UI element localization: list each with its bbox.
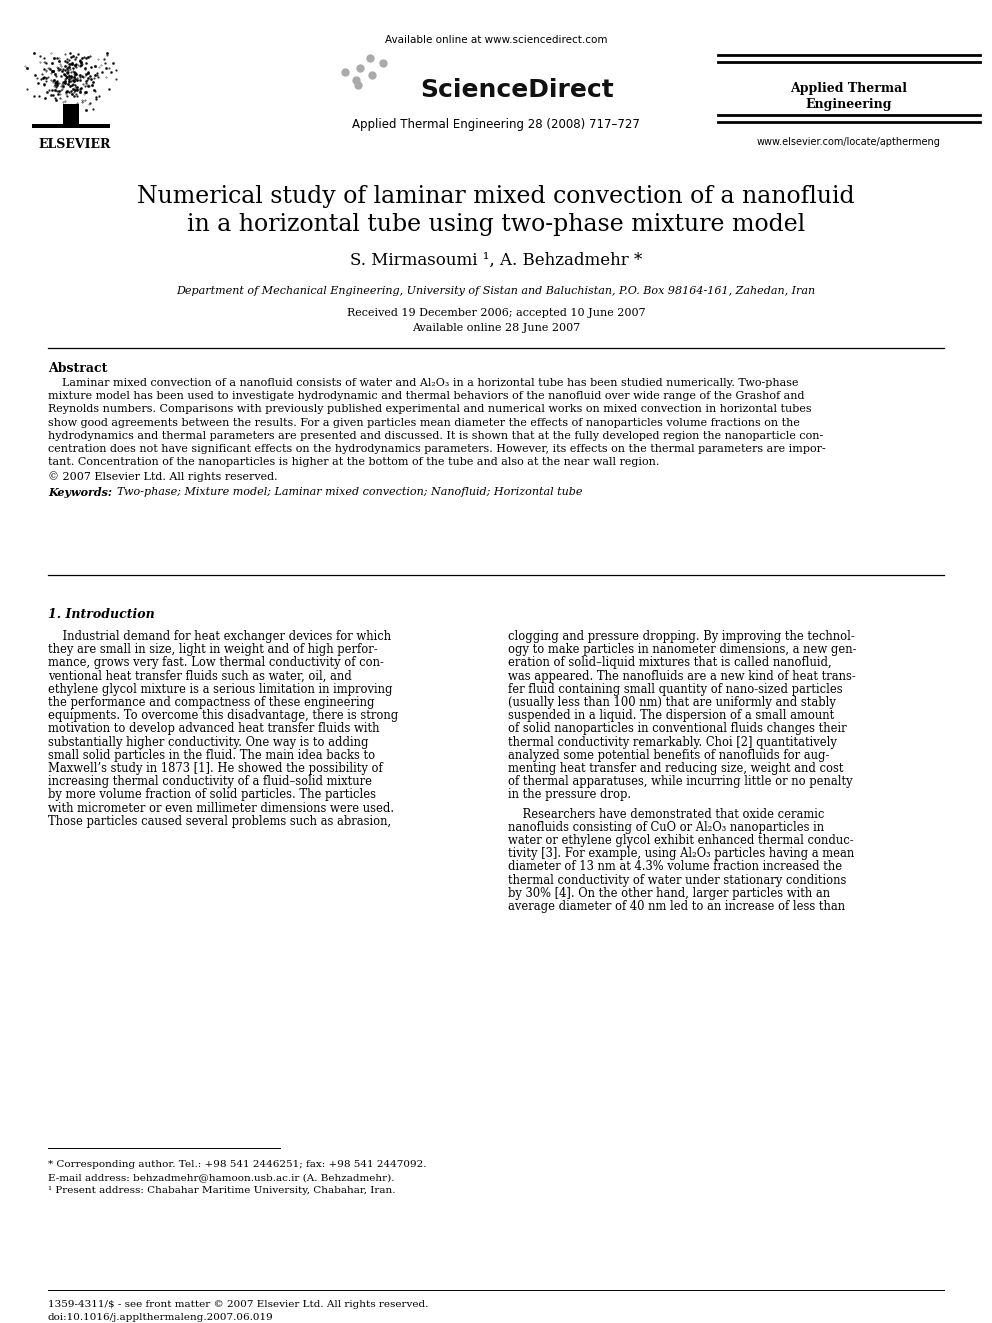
Text: S. Mirmasoumi ¹, A. Behzadmehr *: S. Mirmasoumi ¹, A. Behzadmehr * [350,251,642,269]
Text: (usually less than 100 nm) that are uniformly and stably: (usually less than 100 nm) that are unif… [508,696,836,709]
Text: equipments. To overcome this disadvantage, there is strong: equipments. To overcome this disadvantag… [48,709,398,722]
Text: tivity [3]. For example, using Al₂O₃ particles having a mean: tivity [3]. For example, using Al₂O₃ par… [508,847,854,860]
Text: Laminar mixed convection of a nanofluid consists of water and Al₂O₃ in a horizon: Laminar mixed convection of a nanofluid … [48,378,799,388]
Text: Maxwell’s study in 1873 [1]. He showed the possibility of: Maxwell’s study in 1873 [1]. He showed t… [48,762,383,775]
Text: motivation to develop advanced heat transfer fluids with: motivation to develop advanced heat tran… [48,722,380,736]
Text: mixture model has been used to investigate hydrodynamic and thermal behaviors of: mixture model has been used to investiga… [48,392,805,401]
Text: Available online 28 June 2007: Available online 28 June 2007 [412,323,580,333]
Text: show good agreements between the results. For a given particles mean diameter th: show good agreements between the results… [48,418,800,427]
Text: © 2007 Elsevier Ltd. All rights reserved.: © 2007 Elsevier Ltd. All rights reserved… [48,471,278,482]
Text: by 30% [4]. On the other hand, larger particles with an: by 30% [4]. On the other hand, larger pa… [508,886,830,900]
Bar [63,103,78,126]
Text: Engineering: Engineering [806,98,892,111]
Text: mance, grows very fast. Low thermal conductivity of con-: mance, grows very fast. Low thermal cond… [48,656,384,669]
Text: they are small in size, light in weight and of high perfor-: they are small in size, light in weight … [48,643,378,656]
Text: ogy to make particles in nanometer dimensions, a new gen-: ogy to make particles in nanometer dimen… [508,643,856,656]
Text: E-mail address: behzadmehr@hamoon.usb.ac.ir (A. Behzadmehr).: E-mail address: behzadmehr@hamoon.usb.ac… [48,1174,395,1181]
Text: fer fluid containing small quantity of nano-sized particles: fer fluid containing small quantity of n… [508,683,842,696]
Bar [32,123,110,128]
Text: Available online at www.sciencedirect.com: Available online at www.sciencedirect.co… [385,34,607,45]
Text: of solid nanoparticles in conventional fluids changes their: of solid nanoparticles in conventional f… [508,722,846,736]
Text: substantially higher conductivity. One way is to adding: substantially higher conductivity. One w… [48,736,368,749]
Text: ELSEVIER: ELSEVIER [39,138,111,151]
Text: Industrial demand for heat exchanger devices for which: Industrial demand for heat exchanger dev… [48,630,391,643]
Text: Reynolds numbers. Comparisons with previously published experimental and numeric: Reynolds numbers. Comparisons with previ… [48,405,811,414]
Text: 1359-4311/$ - see front matter © 2007 Elsevier Ltd. All rights reserved.: 1359-4311/$ - see front matter © 2007 El… [48,1301,429,1308]
Text: * Corresponding author. Tel.: +98 541 2446251; fax: +98 541 2447092.: * Corresponding author. Tel.: +98 541 24… [48,1160,427,1170]
Text: clogging and pressure dropping. By improving the technol-: clogging and pressure dropping. By impro… [508,630,855,643]
Text: Researchers have demonstrated that oxide ceramic: Researchers have demonstrated that oxide… [508,807,824,820]
Text: doi:10.1016/j.applthermaleng.2007.06.019: doi:10.1016/j.applthermaleng.2007.06.019 [48,1312,274,1322]
Text: 1. Introduction: 1. Introduction [48,609,155,620]
Text: small solid particles in the fluid. The main idea backs to: small solid particles in the fluid. The … [48,749,375,762]
Text: in the pressure drop.: in the pressure drop. [508,789,631,802]
Text: was appeared. The nanofluids are a new kind of heat trans-: was appeared. The nanofluids are a new k… [508,669,856,683]
Text: Those particles caused several problems such as abrasion,: Those particles caused several problems … [48,815,391,828]
Text: nanofluids consisting of CuO or Al₂O₃ nanoparticles in: nanofluids consisting of CuO or Al₂O₃ na… [508,820,824,833]
Text: Two-phase; Mixture model; Laminar mixed convection; Nanofluid; Horizontal tube: Two-phase; Mixture model; Laminar mixed … [110,487,582,496]
Text: water or ethylene glycol exhibit enhanced thermal conduc-: water or ethylene glycol exhibit enhance… [508,833,854,847]
Text: Applied Thermal Engineering 28 (2008) 717–727: Applied Thermal Engineering 28 (2008) 71… [352,118,640,131]
Text: thermal conductivity remarkably. Choi [2] quantitatively: thermal conductivity remarkably. Choi [2… [508,736,837,749]
Text: centration does not have significant effects on the hydrodynamics parameters. Ho: centration does not have significant eff… [48,445,825,454]
Text: Keywords:: Keywords: [48,487,112,497]
Text: Numerical study of laminar mixed convection of a nanofluid: Numerical study of laminar mixed convect… [137,185,855,208]
Text: in a horizontal tube using two-phase mixture model: in a horizontal tube using two-phase mix… [186,213,806,235]
Text: Department of Mechanical Engineering, University of Sistan and Baluchistan, P.O.: Department of Mechanical Engineering, Un… [177,286,815,296]
Text: Applied Thermal: Applied Thermal [791,82,908,95]
Text: tant. Concentration of the nanoparticles is higher at the bottom of the tube and: tant. Concentration of the nanoparticles… [48,458,660,467]
Text: www.elsevier.com/locate/apthermeng: www.elsevier.com/locate/apthermeng [757,138,941,147]
Text: average diameter of 40 nm led to an increase of less than: average diameter of 40 nm led to an incr… [508,900,845,913]
Text: thermal conductivity of water under stationary conditions: thermal conductivity of water under stat… [508,873,846,886]
Text: ventional heat transfer fluids such as water, oil, and: ventional heat transfer fluids such as w… [48,669,352,683]
Text: increasing thermal conductivity of a fluid–solid mixture: increasing thermal conductivity of a flu… [48,775,372,789]
Text: hydrodynamics and thermal parameters are presented and discussed. It is shown th: hydrodynamics and thermal parameters are… [48,431,823,441]
Text: of thermal apparatuses, while incurring little or no penalty: of thermal apparatuses, while incurring … [508,775,853,789]
Text: with micrometer or even millimeter dimensions were used.: with micrometer or even millimeter dimen… [48,802,394,815]
Text: Abstract: Abstract [48,363,107,374]
Text: the performance and compactness of these engineering: the performance and compactness of these… [48,696,375,709]
Text: menting heat transfer and reducing size, weight and cost: menting heat transfer and reducing size,… [508,762,843,775]
Text: by more volume fraction of solid particles. The particles: by more volume fraction of solid particl… [48,789,376,802]
Text: eration of solid–liquid mixtures that is called nanofluid,: eration of solid–liquid mixtures that is… [508,656,831,669]
Text: ethylene glycol mixture is a serious limitation in improving: ethylene glycol mixture is a serious lim… [48,683,393,696]
Text: Received 19 December 2006; accepted 10 June 2007: Received 19 December 2006; accepted 10 J… [346,308,646,318]
Text: ScienceDirect: ScienceDirect [420,78,614,102]
Text: diameter of 13 nm at 4.3% volume fraction increased the: diameter of 13 nm at 4.3% volume fractio… [508,860,842,873]
Text: ¹ Present address: Chabahar Maritime University, Chabahar, Iran.: ¹ Present address: Chabahar Maritime Uni… [48,1185,396,1195]
Text: analyzed some potential benefits of nanofluids for aug-: analyzed some potential benefits of nano… [508,749,829,762]
Text: suspended in a liquid. The dispersion of a small amount: suspended in a liquid. The dispersion of… [508,709,834,722]
